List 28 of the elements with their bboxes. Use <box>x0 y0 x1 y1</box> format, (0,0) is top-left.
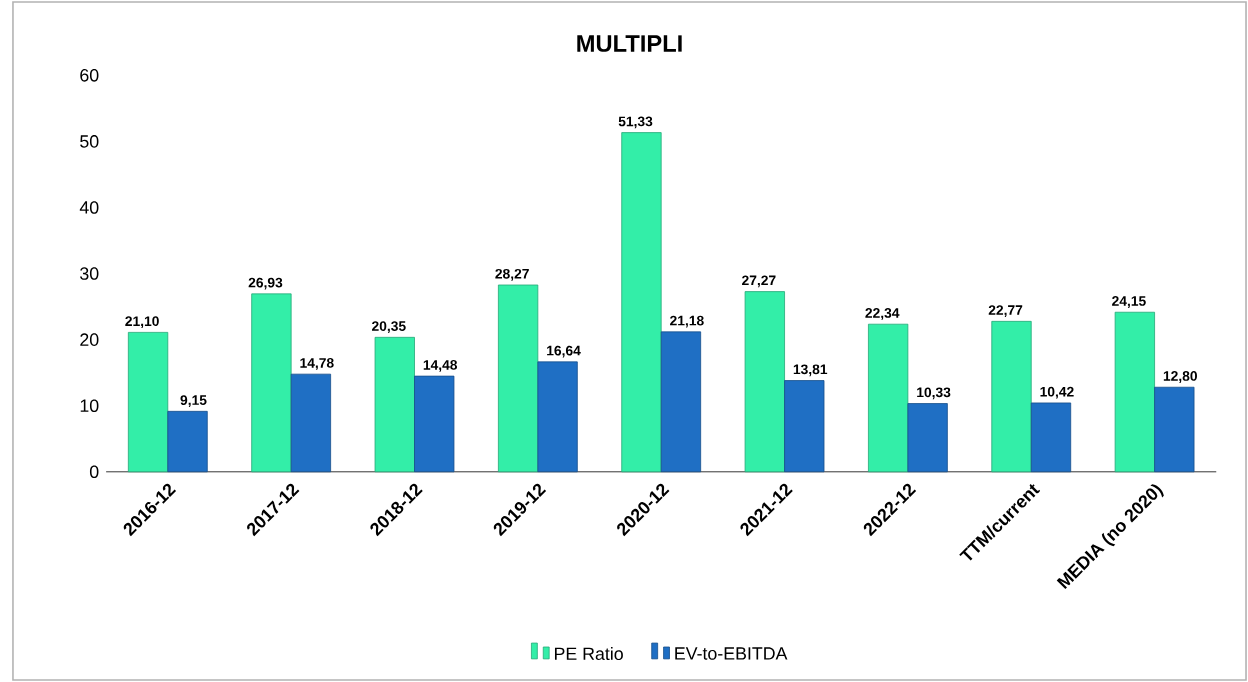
bar <box>537 361 578 473</box>
bar <box>127 332 169 473</box>
bar <box>290 373 332 473</box>
y-tick-label: 40 <box>79 201 99 214</box>
bar <box>167 410 208 473</box>
bar <box>1114 311 1155 473</box>
chart-title: MULTIPLI <box>577 35 682 52</box>
y-tick-label: 10 <box>80 399 99 413</box>
y-tick-label: 0 <box>89 465 99 479</box>
bar <box>784 380 825 473</box>
bar <box>907 403 948 473</box>
y-tick-label: 20 <box>80 333 99 346</box>
y-tick-label: 50 <box>80 135 99 148</box>
bar <box>660 331 702 473</box>
bar <box>414 375 455 473</box>
y-tick-label: 60 <box>80 69 99 82</box>
bar <box>868 323 909 473</box>
bar <box>374 336 415 473</box>
legend-label: EV-to-EBITDA <box>675 647 788 660</box>
bar <box>1154 386 1195 473</box>
bar <box>497 284 539 473</box>
legend-label: PE Ratio <box>554 647 623 661</box>
y-tick-label: 30 <box>80 267 99 280</box>
bar <box>621 132 662 473</box>
bar <box>744 291 785 473</box>
bar <box>991 320 1032 473</box>
bar <box>1030 402 1072 473</box>
bar <box>251 293 292 473</box>
